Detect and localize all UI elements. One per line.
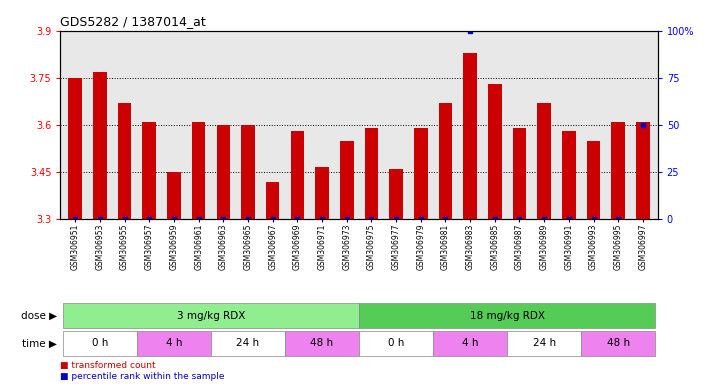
Text: 0 h: 0 h — [388, 338, 405, 348]
Bar — [192, 122, 205, 219]
Text: 4 h: 4 h — [166, 338, 182, 348]
Bar — [587, 141, 600, 219]
Text: time ▶: time ▶ — [22, 338, 57, 348]
Bar — [340, 141, 353, 219]
Bar — [63, 331, 137, 356]
Bar — [365, 128, 378, 219]
Bar — [167, 172, 181, 219]
Bar — [315, 167, 328, 219]
Text: GDS5282 / 1387014_at: GDS5282 / 1387014_at — [60, 15, 206, 28]
Bar — [488, 84, 501, 219]
Bar — [562, 131, 576, 219]
Bar — [513, 128, 526, 219]
Bar — [464, 53, 477, 219]
Text: 4 h: 4 h — [462, 338, 479, 348]
Bar — [390, 169, 403, 219]
Bar — [291, 131, 304, 219]
Bar — [285, 331, 359, 356]
Bar — [507, 331, 581, 356]
Bar — [142, 122, 156, 219]
Bar — [241, 125, 255, 219]
Text: 0 h: 0 h — [92, 338, 108, 348]
Text: dose ▶: dose ▶ — [21, 311, 57, 321]
Bar — [63, 303, 359, 328]
Bar — [359, 331, 433, 356]
Text: ■ percentile rank within the sample: ■ percentile rank within the sample — [60, 372, 225, 381]
Text: ■ transformed count: ■ transformed count — [60, 361, 156, 370]
Bar — [581, 331, 656, 356]
Bar — [636, 122, 650, 219]
Bar — [137, 331, 211, 356]
Bar — [414, 128, 427, 219]
Text: 24 h: 24 h — [237, 338, 260, 348]
Bar — [217, 125, 230, 219]
Bar — [266, 182, 279, 219]
Bar — [538, 103, 551, 219]
Bar — [93, 71, 107, 219]
Bar — [211, 331, 285, 356]
Bar — [359, 303, 656, 328]
Bar — [439, 103, 452, 219]
Text: 48 h: 48 h — [311, 338, 333, 348]
Text: 3 mg/kg RDX: 3 mg/kg RDX — [177, 311, 245, 321]
Text: 48 h: 48 h — [606, 338, 630, 348]
Bar — [118, 103, 132, 219]
Bar — [611, 122, 625, 219]
Text: 18 mg/kg RDX: 18 mg/kg RDX — [470, 311, 545, 321]
Text: 24 h: 24 h — [533, 338, 556, 348]
Bar — [68, 78, 82, 219]
Bar — [433, 331, 507, 356]
